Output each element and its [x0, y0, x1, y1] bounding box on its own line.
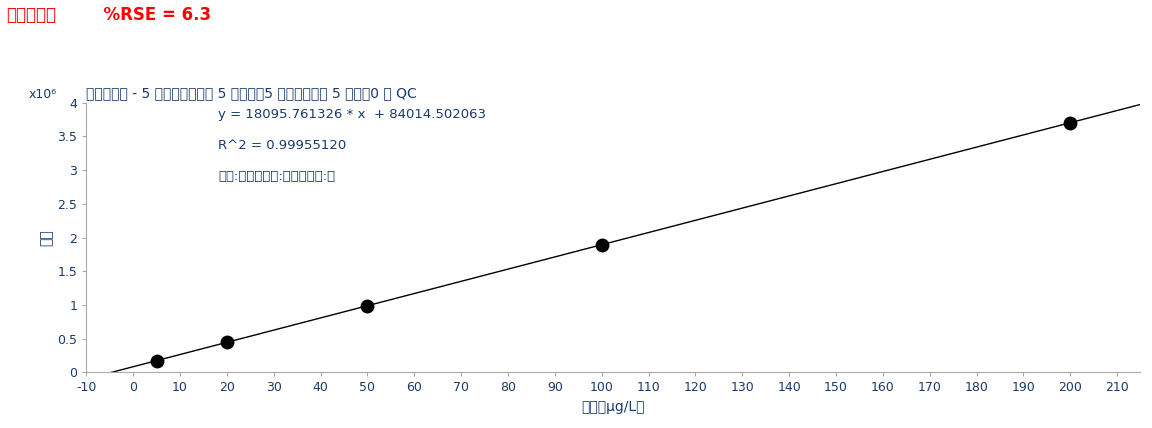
Text: x10⁶: x10⁶ [29, 88, 56, 101]
Point [592, 241, 611, 248]
Point [218, 339, 236, 346]
Point [1061, 119, 1079, 126]
Y-axis label: 响应: 响应 [39, 229, 53, 246]
Point [358, 302, 377, 309]
Point [147, 357, 166, 364]
Text: 六氯丁二烯: 六氯丁二烯 [6, 6, 55, 24]
Text: 类型:线性，原点:忽略，权重:无: 类型:线性，原点:忽略，权重:无 [218, 170, 335, 183]
Text: 六氯丁二烯 - 5 个级别，使用了 5 个级别，5 个点，使用了 5 个点，0 个 QC: 六氯丁二烯 - 5 个级别，使用了 5 个级别，5 个点，使用了 5 个点，0 … [86, 86, 417, 101]
X-axis label: 浓度（μg/L）: 浓度（μg/L） [582, 400, 645, 414]
Text: R^2 = 0.99955120: R^2 = 0.99955120 [218, 139, 347, 152]
Text: %RSE = 6.3: %RSE = 6.3 [92, 6, 211, 24]
Text: y = 18095.761326 * x  + 84014.502063: y = 18095.761326 * x + 84014.502063 [218, 108, 486, 121]
